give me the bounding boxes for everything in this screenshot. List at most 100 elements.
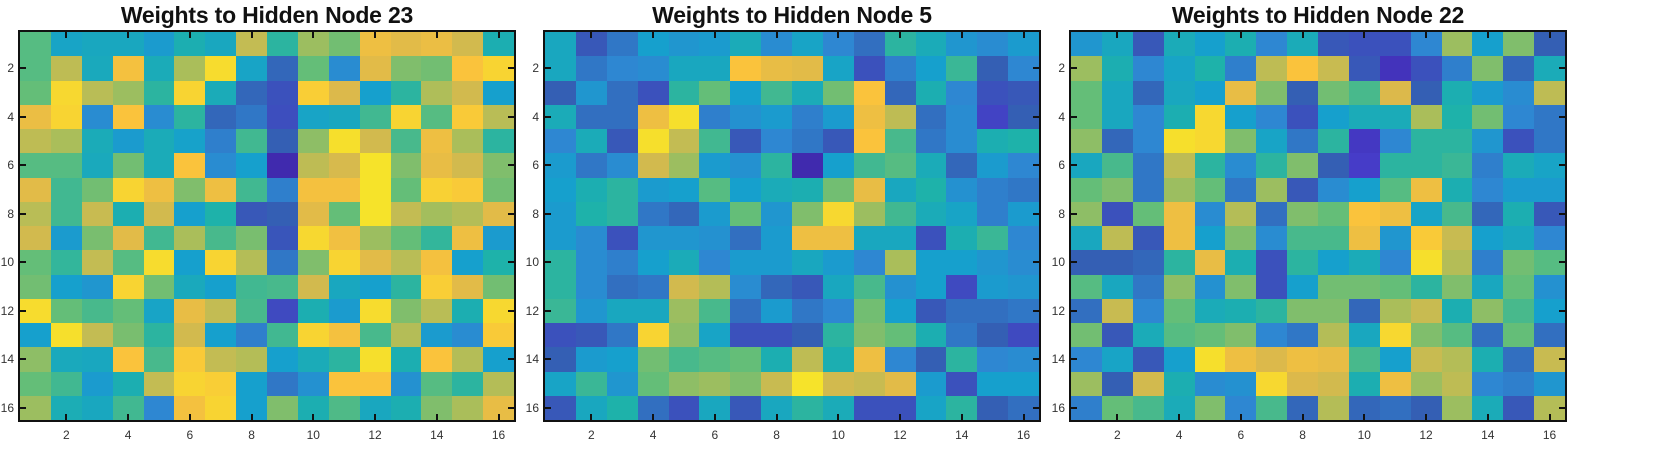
heatmap-cell: [884, 104, 916, 129]
heatmap-cell: [730, 347, 762, 372]
heatmap-cell: [267, 153, 298, 178]
heatmap-cell: [1101, 153, 1133, 178]
y-tick: [20, 115, 26, 118]
heatmap-cell: [853, 104, 885, 129]
x-tick: [312, 32, 315, 38]
heatmap-cell: [452, 80, 484, 105]
heatmap-cell: [606, 250, 638, 275]
heatmap-cell: [977, 129, 1009, 154]
heatmap-cell: [637, 274, 669, 299]
y-tick-label: 16: [525, 400, 539, 415]
heatmap-cell: [1256, 298, 1288, 323]
heatmap-cell: [50, 347, 82, 372]
heatmap-cell: [1472, 226, 1504, 251]
heatmap-cell: [1071, 371, 1102, 396]
heatmap-cell: [761, 371, 792, 396]
heatmap-cell: [1503, 371, 1535, 396]
heatmap-cell: [143, 80, 175, 105]
heatmap-cell: [668, 104, 700, 129]
heatmap-cell: [174, 80, 206, 105]
heatmap-cell: [297, 104, 329, 129]
heatmap-cell: [483, 371, 514, 396]
heatmap-cell: [1225, 104, 1257, 129]
heatmap-cell: [267, 250, 298, 275]
heatmap-cell: [1534, 371, 1565, 396]
panel-title: Weights to Hidden Node 5: [652, 2, 932, 28]
heatmap-cell: [267, 226, 298, 251]
heatmap-cell: [359, 129, 391, 154]
heatmap-cell: [545, 129, 576, 154]
heatmap-cell: [822, 153, 854, 178]
heatmap-cell: [1348, 250, 1380, 275]
heatmap-cell: [1348, 104, 1380, 129]
heatmap-cell: [1163, 129, 1195, 154]
heatmap-cell: [390, 80, 422, 105]
heatmap-cell: [174, 129, 206, 154]
y-tick: [1071, 406, 1077, 409]
heatmap-cell: [1163, 177, 1195, 202]
x-tick-label: 16: [1016, 428, 1031, 442]
y-tick: [1033, 67, 1039, 70]
heatmap-cell: [1379, 201, 1411, 226]
heatmap-cell: [81, 323, 113, 348]
heatmap-cell: [328, 226, 360, 251]
heatmap-cell: [1163, 347, 1195, 372]
heatmap-cell: [143, 153, 175, 178]
heatmap-cell: [1287, 129, 1318, 154]
heatmap-cell: [1441, 153, 1473, 178]
heatmap-cell: [421, 177, 453, 202]
y-tick: [545, 309, 551, 312]
heatmap-cell: [1410, 298, 1442, 323]
heatmap-cell: [699, 371, 731, 396]
heatmap-cell: [1441, 56, 1473, 81]
heatmap-cell: [205, 347, 237, 372]
heatmap-cell: [575, 80, 607, 105]
heatmap-cell: [730, 177, 762, 202]
heatmap-cell: [1410, 347, 1442, 372]
heatmap-cell: [699, 153, 731, 178]
x-tick: [1116, 414, 1119, 420]
heatmap-cell: [112, 226, 144, 251]
heatmap-cell: [50, 153, 82, 178]
heatmap-cell: [267, 323, 298, 348]
heatmap-cell: [1101, 56, 1133, 81]
heatmap-cell: [205, 298, 237, 323]
heatmap-cell: [1132, 80, 1164, 105]
heatmap-cell: [699, 104, 731, 129]
heatmap-cell: [915, 347, 947, 372]
heatmap-cell: [792, 250, 823, 275]
heatmap-cell: [884, 129, 916, 154]
heatmap-cell: [143, 177, 175, 202]
x-tick-label: 6: [1237, 428, 1245, 442]
heatmap-cell: [946, 274, 978, 299]
heatmap-cell: [915, 323, 947, 348]
x-tick-label: 16: [491, 428, 506, 442]
x-tick: [713, 414, 716, 420]
heatmap-cell: [1256, 129, 1288, 154]
heatmap-cell: [637, 347, 669, 372]
heatmap-cell: [1163, 104, 1195, 129]
heatmap-cell: [143, 56, 175, 81]
y-tick: [1071, 261, 1077, 264]
heatmap-cell: [390, 177, 422, 202]
heatmap-cell: [1410, 323, 1442, 348]
x-tick-label: 6: [186, 428, 194, 442]
heatmap-cell: [1441, 347, 1473, 372]
heatmap-cell: [977, 226, 1009, 251]
heatmap-cell: [1410, 80, 1442, 105]
y-tick: [1033, 115, 1039, 118]
heatmap-cell: [50, 298, 82, 323]
heatmap-cell: [1256, 226, 1288, 251]
heatmap-cell: [1225, 347, 1257, 372]
heatmap-cell: [1379, 347, 1411, 372]
heatmap-cell: [421, 250, 453, 275]
heatmap-cell: [328, 323, 360, 348]
y-tick: [508, 67, 514, 70]
y-tick: [20, 358, 26, 361]
heatmap-cell: [112, 56, 144, 81]
x-tick: [497, 32, 500, 38]
x-tick-label: 4: [1175, 428, 1183, 442]
x-tick: [250, 32, 253, 38]
heatmap-cell: [946, 129, 978, 154]
heatmap-cell: [1503, 250, 1535, 275]
